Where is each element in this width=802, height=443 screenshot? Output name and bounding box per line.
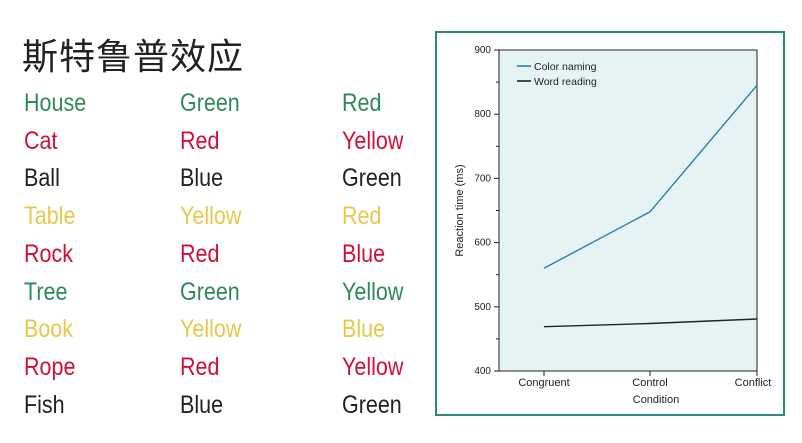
x-tick-label: Control <box>632 377 667 389</box>
stroop-word: Rope <box>24 352 76 381</box>
stroop-word: House <box>24 89 87 117</box>
plot-area <box>498 49 758 372</box>
y-tick-label: 400 <box>474 366 491 377</box>
y-tick-label: 900 <box>474 45 491 56</box>
stroop-word: Yellow <box>180 315 242 344</box>
x-tick-label: Conflict <box>735 377 772 389</box>
stroop-word: Fish <box>24 390 65 419</box>
x-axis-label: Condition <box>633 394 679 406</box>
y-axis-label: Reaction time (ms) <box>454 164 466 256</box>
stroop-word: Yellow <box>342 352 404 381</box>
stroop-word: Book <box>24 315 74 344</box>
stroop-word: Blue <box>342 315 386 344</box>
stroop-word: Green <box>342 390 402 419</box>
stroop-word: Yellow <box>342 126 404 155</box>
stroop-word: Red <box>342 89 382 117</box>
stroop-word: Yellow <box>180 202 242 231</box>
chart-frame: 400 500 600 700 800 900 Congruent Control Confli… <box>435 31 785 416</box>
y-tick-label: 500 <box>474 302 491 313</box>
reaction-time-chart: 400 500 600 700 800 900 Congruent Control Confli… <box>454 45 772 406</box>
stroop-word: Cat <box>24 126 58 155</box>
y-tick-label: 600 <box>474 238 491 249</box>
legend-entry: Word reading <box>534 76 597 88</box>
stroop-word: Red <box>180 126 220 155</box>
stroop-word: Yellow <box>342 277 404 306</box>
stroop-word: Green <box>180 89 240 117</box>
stroop-word: Red <box>342 202 382 231</box>
y-tick-label: 800 <box>474 109 491 120</box>
stroop-word: Rock <box>24 239 73 268</box>
stroop-word: Green <box>342 164 402 193</box>
stroop-word: Red <box>180 239 220 268</box>
series-line-word-reading <box>543 318 758 328</box>
stroop-word: Table <box>24 202 76 231</box>
stroop-word: Blue <box>180 390 224 419</box>
y-tick-label: 700 <box>474 173 491 184</box>
stroop-word: Blue <box>180 164 224 193</box>
stroop-word: Ball <box>24 164 60 193</box>
legend-entry: Color naming <box>534 61 597 73</box>
x-tick-label: Congruent <box>518 377 569 389</box>
page-title: 斯特鲁普效应 <box>22 37 245 78</box>
stroop-word: Blue <box>342 239 386 268</box>
stroop-word: Red <box>180 352 220 381</box>
series-line-color-naming <box>543 84 758 269</box>
stroop-word: Tree <box>24 277 68 306</box>
stroop-word: Green <box>180 277 240 306</box>
